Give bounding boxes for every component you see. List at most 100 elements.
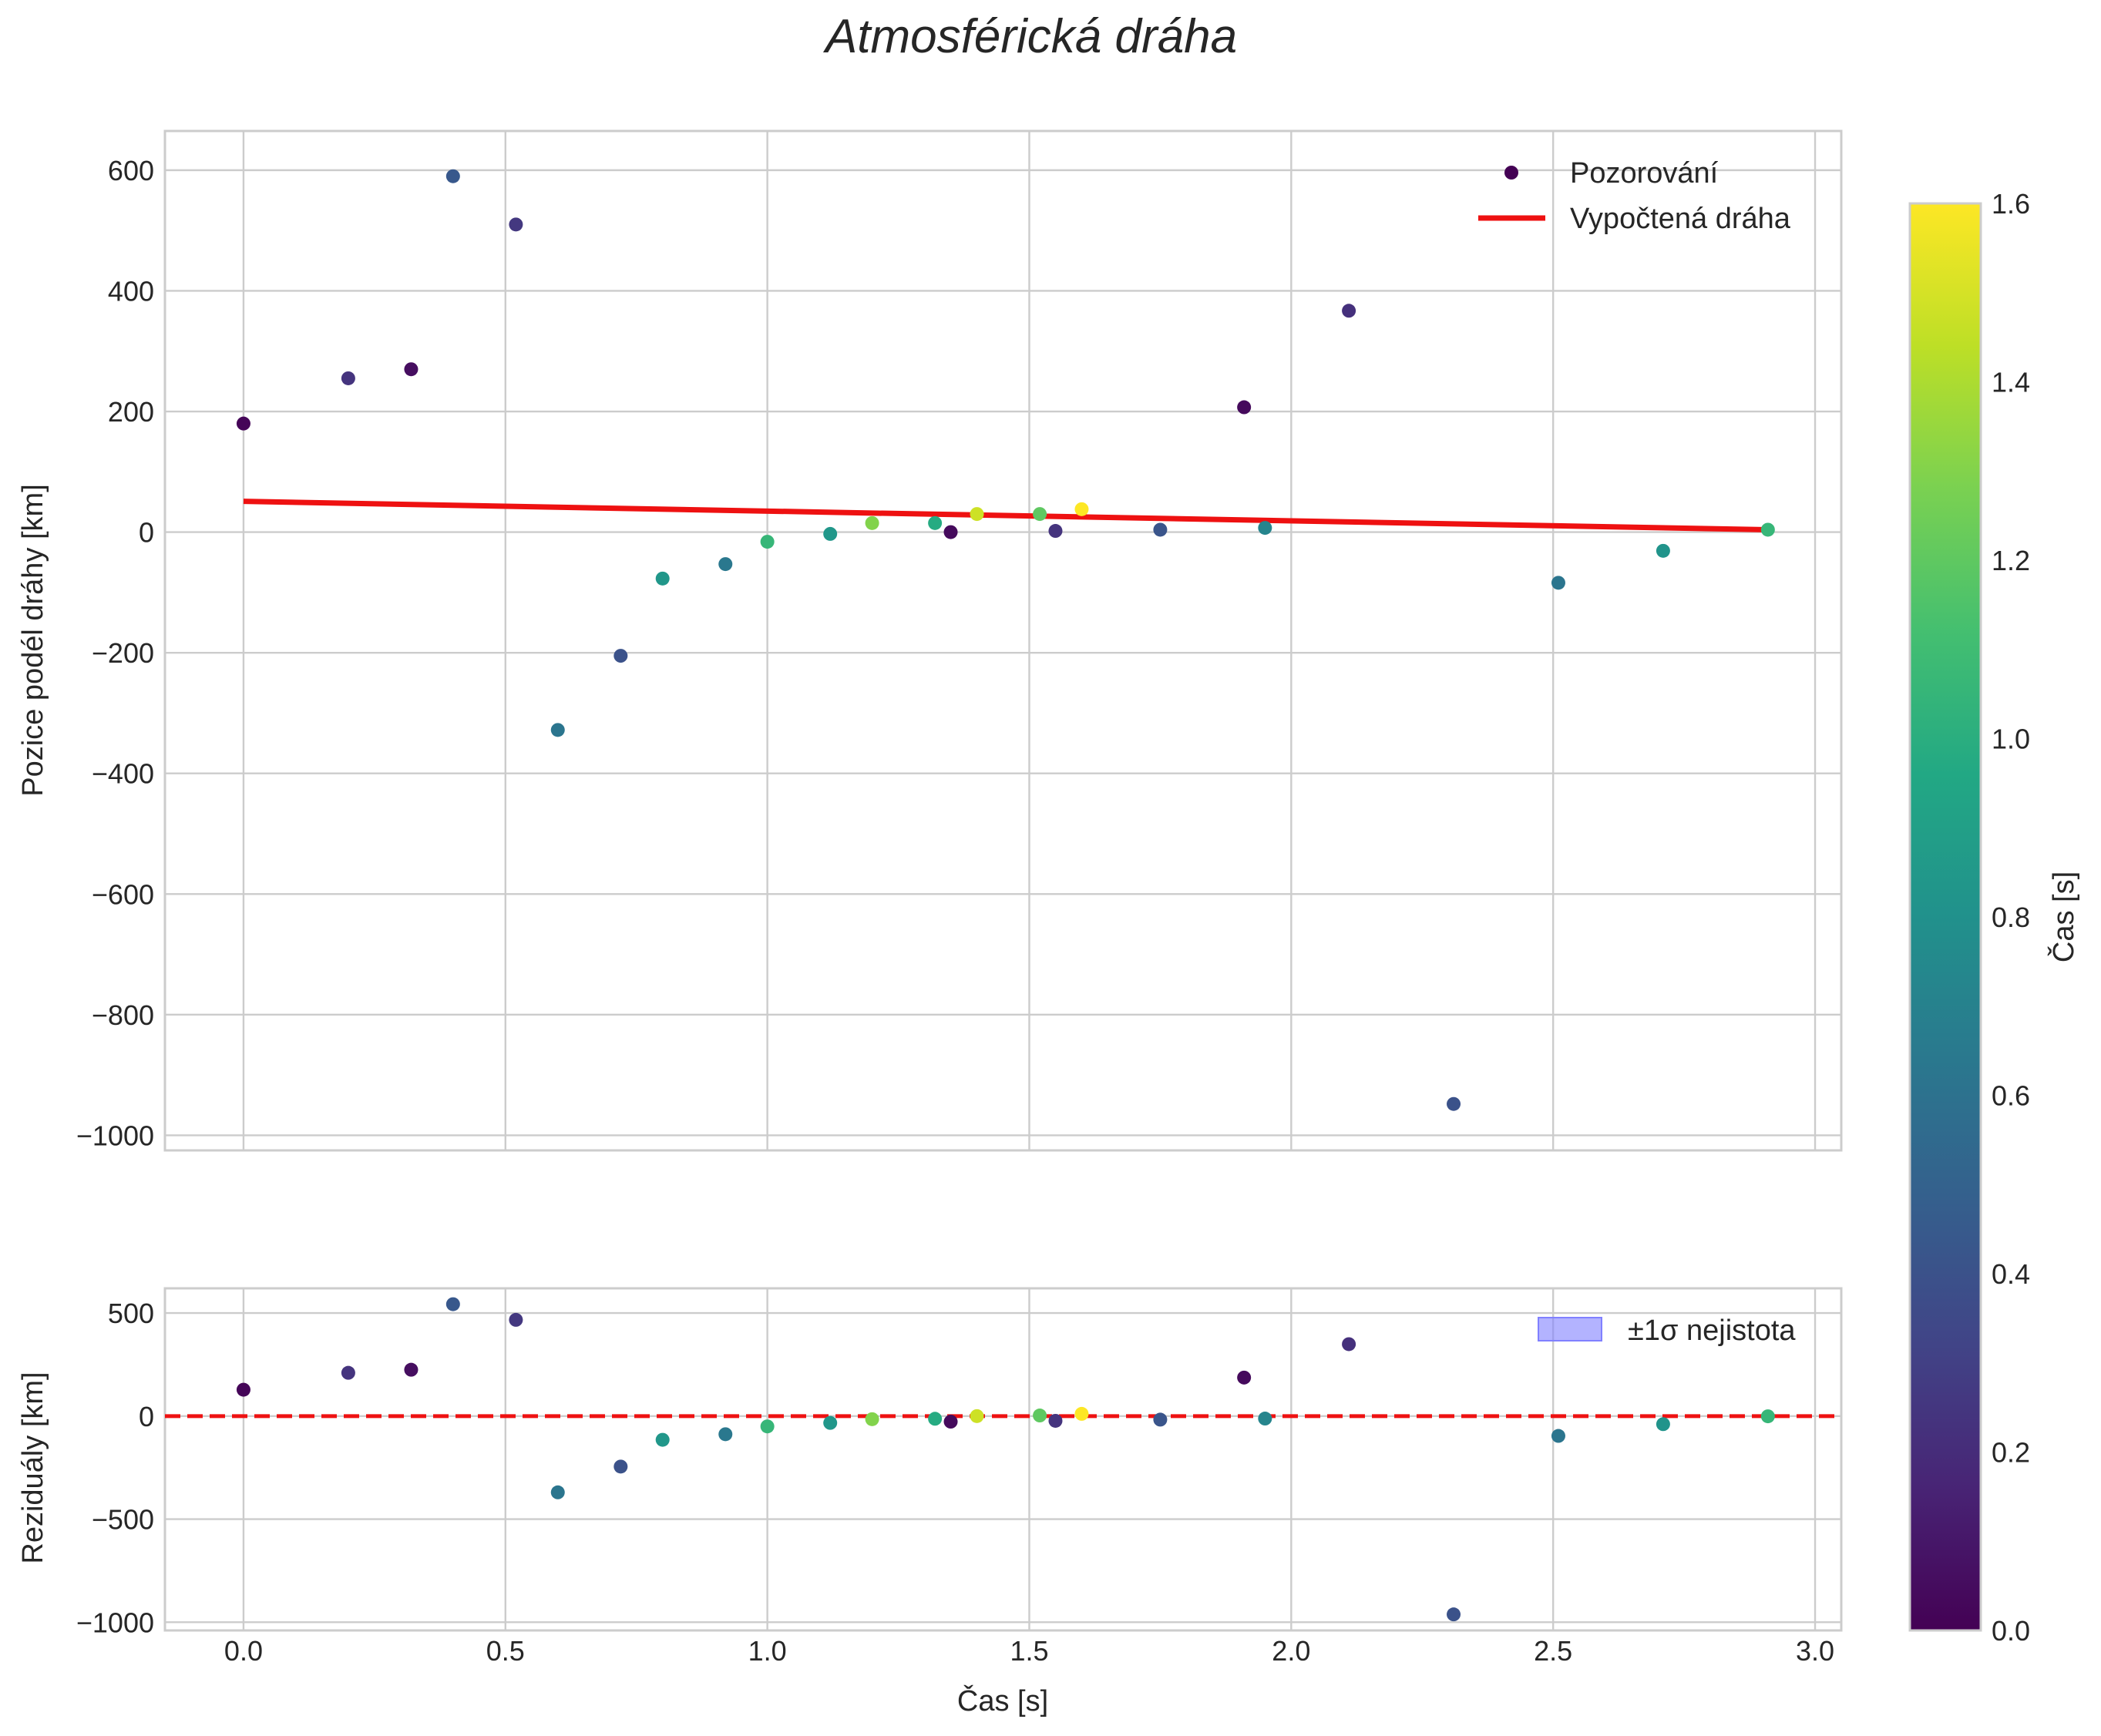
colorbar: 0.0 0.2 0.4 0.6 0.8 1.0 1.2 1.4 1.6 Čas [s] — [1908, 188, 2080, 1647]
residual-point — [1447, 1607, 1461, 1622]
x-tick-label: 2.0 — [1272, 1635, 1310, 1667]
observation-point — [943, 525, 958, 539]
bottom-y-tick-label: −500 — [92, 1504, 154, 1536]
colorbar-tick-label: 1.2 — [1992, 545, 2030, 576]
residual-point — [760, 1419, 775, 1434]
colorbar-tick-label: 0.6 — [1992, 1080, 2030, 1112]
observation-point — [1656, 543, 1670, 558]
observation-point — [760, 535, 775, 549]
bottom-panel: 500 0 −500 −1000 0.0 0.5 1.0 1.5 2.0 2.5 3.0 Rezi… — [17, 1287, 1843, 1718]
top-y-tick-label: −600 — [92, 878, 154, 910]
residual-point — [1074, 1406, 1089, 1421]
residual-point — [341, 1365, 355, 1380]
residual-point — [1760, 1409, 1775, 1424]
residual-point — [970, 1409, 984, 1423]
top-y-label: Pozice podél dráhy [km] — [17, 484, 49, 797]
colorbar-tick-label: 1.0 — [1992, 724, 2030, 755]
bottom-points — [236, 1297, 1775, 1622]
bottom-axes-frame — [163, 1287, 1843, 1632]
observation-point — [865, 515, 879, 530]
top-y-tick-label: 400 — [108, 275, 154, 307]
top-axes-frame — [163, 129, 1843, 1152]
colorbar-tick-label: 0.2 — [1992, 1437, 2030, 1469]
top-panel: 600 400 200 0 −200 −400 −600 −800 −1000 Pozice p… — [17, 129, 1843, 1152]
x-tick-label: 0.5 — [486, 1635, 525, 1667]
observation-point — [445, 169, 460, 183]
residual-point — [1048, 1413, 1063, 1428]
observation-point — [1033, 507, 1047, 522]
residual-point — [655, 1432, 670, 1447]
residual-point — [943, 1415, 958, 1429]
x-tick-label: 3.0 — [1796, 1635, 1834, 1667]
bottom-y-tick-label: −1000 — [76, 1607, 154, 1638]
x-tick-label: 2.5 — [1534, 1635, 1572, 1667]
top-y-tick-label: −1000 — [76, 1120, 154, 1151]
top-y-tick-label: −400 — [92, 758, 154, 790]
top-points — [236, 169, 1775, 1111]
observation-point — [1074, 502, 1089, 516]
observation-point — [1760, 522, 1775, 537]
residual-point — [445, 1297, 460, 1311]
residual-point — [236, 1382, 250, 1397]
top-y-tick-label: 0 — [139, 517, 154, 549]
chart-title: Atmosférická dráha — [822, 10, 1237, 63]
residual-point — [550, 1485, 565, 1499]
observation-point — [404, 362, 419, 377]
observation-point — [1048, 524, 1063, 539]
observation-point — [655, 571, 670, 586]
x-tick-label: 0.0 — [224, 1635, 263, 1667]
legend-uncertainty-label: ±1σ nejistota — [1628, 1315, 1796, 1347]
top-grid — [165, 131, 1841, 1150]
observation-point — [928, 515, 943, 530]
legend-observation-marker — [1504, 166, 1518, 180]
residual-point — [718, 1427, 733, 1442]
observation-point — [341, 371, 355, 385]
colorbar-label: Čas [s] — [2046, 871, 2080, 962]
residual-point — [1656, 1417, 1670, 1432]
residual-point — [1258, 1412, 1272, 1426]
observation-point — [613, 649, 628, 663]
residual-point — [1237, 1370, 1252, 1385]
colorbar-ticks: 0.0 0.2 0.4 0.6 0.8 1.0 1.2 1.4 1.6 — [1992, 188, 2030, 1647]
residual-point — [865, 1412, 879, 1426]
residual-point — [1551, 1429, 1565, 1443]
observation-point — [550, 723, 565, 737]
observation-point — [1342, 304, 1356, 318]
observation-point — [1447, 1096, 1461, 1111]
top-y-ticks: 600 400 200 0 −200 −400 −600 −800 −1000 — [76, 155, 154, 1152]
bottom-y-label: Reziduály [km] — [17, 1372, 49, 1563]
bottom-grid — [165, 1288, 1841, 1630]
x-tick-label: 1.5 — [1010, 1635, 1048, 1667]
observation-point — [1237, 400, 1252, 415]
top-y-tick-label: 600 — [108, 155, 154, 186]
legend-uncertainty-swatch — [1538, 1317, 1602, 1341]
observation-point — [970, 507, 984, 522]
residual-point — [1342, 1337, 1356, 1352]
colorbar-tick-label: 1.6 — [1992, 188, 2030, 220]
bottom-y-tick-label: 500 — [108, 1298, 154, 1329]
x-axis-label: Čas [s] — [957, 1684, 1048, 1718]
bottom-y-tick-label: 0 — [139, 1401, 154, 1432]
colorbar-tick-label: 0.8 — [1992, 902, 2030, 933]
bottom-y-ticks: 500 0 −500 −1000 — [76, 1298, 154, 1638]
observation-point — [509, 217, 523, 232]
residual-point — [1033, 1409, 1047, 1423]
residual-point — [928, 1412, 943, 1426]
residual-point — [404, 1362, 419, 1377]
legend-observation-label: Pozorování — [1570, 157, 1719, 190]
observation-point — [718, 557, 733, 572]
colorbar-tick-label: 0.4 — [1992, 1258, 2030, 1290]
bottom-legend: ±1σ nejistota — [1538, 1315, 1796, 1347]
observation-point — [236, 416, 250, 431]
observation-point — [1153, 522, 1168, 537]
x-ticks: 0.0 0.5 1.0 1.5 2.0 2.5 3.0 — [224, 1635, 1834, 1667]
observation-point — [1551, 576, 1565, 590]
top-y-tick-label: −800 — [92, 999, 154, 1031]
top-legend: Pozorování Vypočtená dráha — [1478, 157, 1791, 235]
observation-point — [1258, 521, 1272, 536]
top-y-tick-label: 200 — [108, 396, 154, 428]
colorbar-tick-label: 0.0 — [1992, 1615, 2030, 1647]
legend-fit-label: Vypočtená dráha — [1570, 203, 1791, 235]
colorbar-gradient — [1908, 202, 1982, 1632]
